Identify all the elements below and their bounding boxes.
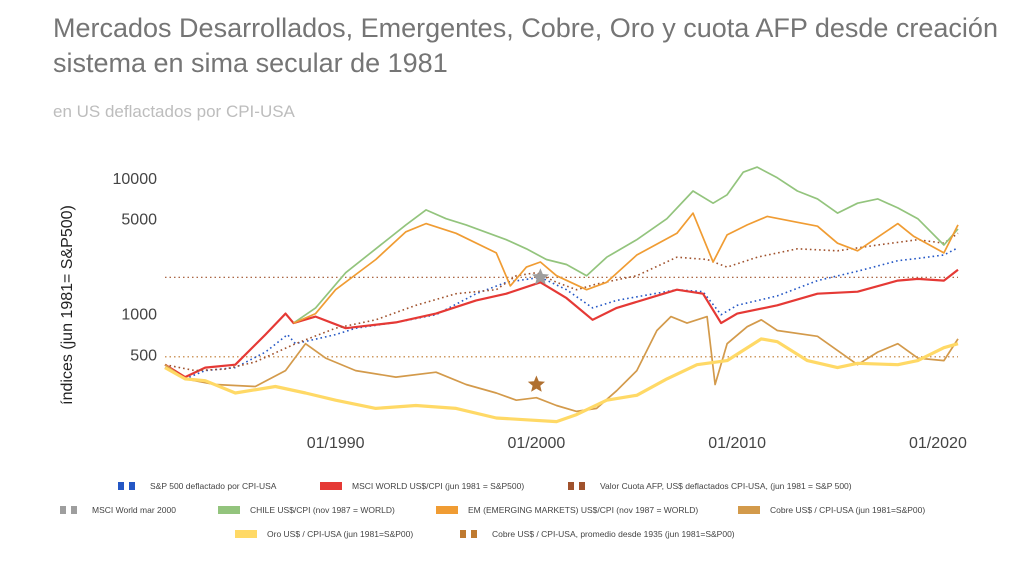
legend-item-copper[interactable]: Cobre US$ / CPI-USA (jun 1981=S&P00)	[738, 500, 925, 520]
legend-label-sp500: S&P 500 deflactado por CPI-USA	[150, 481, 277, 491]
chart-title: Mercados Desarrollados, Emergentes, Cobr…	[53, 13, 998, 78]
y-tick-label: 5000	[121, 212, 157, 229]
legend-label-afp: Valor Cuota AFP, US$ deflactados CPI-USA…	[600, 481, 852, 491]
legend-swatch-msci-world	[320, 482, 342, 490]
legend-label-msci-mar-2000: MSCI World mar 2000	[92, 505, 176, 515]
legend-swatch-gold	[235, 530, 257, 538]
x-tick-label: 01/2010	[708, 435, 766, 452]
legend-item-chile[interactable]: CHILE US$/CPI (nov 1987 = WORLD)	[218, 500, 395, 520]
legend-item-copper-avg[interactable]: Cobre US$ / CPI-USA, promedio desde 1935…	[460, 524, 735, 544]
legend-swatch-copper-avg	[460, 530, 482, 538]
legend-row-3: Oro US$ / CPI-USA (jun 1981=S&P00) Cobre…	[0, 524, 1024, 544]
legend-swatch-msci-mar-2000	[60, 506, 82, 514]
legend-label-copper-avg: Cobre US$ / CPI-USA, promedio desde 1935…	[492, 529, 735, 539]
series-line-oro-us-cpi-usa-jun-1981-s-p00	[164, 337, 959, 424]
series-line-msci-world-us-cpi-jun-1981-s-p500	[164, 268, 959, 379]
x-tick-label: 01/2020	[909, 435, 967, 452]
series-line-s-p-500-deflactado-por-cpi-usa	[164, 247, 959, 380]
legend-label-msci-world: MSCI WORLD US$/CPI (jun 1981 = S&P500)	[352, 481, 525, 491]
legend-swatch-em	[436, 506, 458, 514]
legend-label-copper: Cobre US$ / CPI-USA (jun 1981=S&P00)	[770, 505, 926, 515]
x-tick-label: 01/1990	[307, 435, 365, 452]
series-line-chile-us-cpi-nov-1987-world	[293, 166, 959, 324]
legend-item-gold[interactable]: Oro US$ / CPI-USA (jun 1981=S&P00)	[235, 524, 413, 544]
legend-item-em[interactable]: EM (EMERGING MARKETS) US$/CPI (nov 1987 …	[436, 500, 698, 520]
legend-item-msci-world[interactable]: MSCI WORLD US$/CPI (jun 1981 = S&P500)	[320, 476, 524, 496]
legend-item-afp[interactable]: Valor Cuota AFP, US$ deflactados CPI-USA…	[568, 476, 852, 496]
y-tick-label: 1000	[121, 307, 157, 324]
y-tick-label: 500	[130, 347, 157, 364]
series-line-em-emerging-markets-us-cpi-nov-1987-worl	[293, 212, 959, 324]
chart-canvas: 10000 5000 1000 500 01/1990 01/2000 01/2010 01/…	[113, 166, 967, 452]
y-tick-label: 10000	[113, 171, 158, 188]
series-line-valor-cuota-afp-us-deflactados-cpi-usa-j	[164, 232, 959, 372]
marker-msci-world-mar-2000	[531, 268, 549, 285]
legend-label-em: EM (EMERGING MARKETS) US$/CPI (nov 1987 …	[468, 505, 699, 515]
x-tick-label: 01/2000	[507, 435, 565, 452]
legend-label-chile: CHILE US$/CPI (nov 1987 = WORLD)	[250, 505, 395, 515]
legend-swatch-chile	[218, 506, 240, 514]
legend-swatch-afp	[568, 482, 590, 490]
marker-valor-cuota-afp	[527, 375, 545, 392]
series-line-cobre-us-cpi-usa-jun-1981-s-p00	[164, 315, 959, 413]
legend-swatch-sp500	[118, 482, 140, 490]
legend-row-1: S&P 500 deflactado por CPI-USA MSCI WORL…	[0, 476, 1024, 496]
legend-row-2: MSCI World mar 2000 CHILE US$/CPI (nov 1…	[0, 500, 1024, 520]
legend-label-gold: Oro US$ / CPI-USA (jun 1981=S&P00)	[267, 529, 414, 539]
legend-swatch-copper	[738, 506, 760, 514]
chart-subtitle: en US deflactados por CPI-USA	[53, 102, 295, 121]
legend-item-msci-mar-2000[interactable]: MSCI World mar 2000	[60, 500, 176, 520]
legend-item-sp500[interactable]: S&P 500 deflactado por CPI-USA	[118, 476, 276, 496]
